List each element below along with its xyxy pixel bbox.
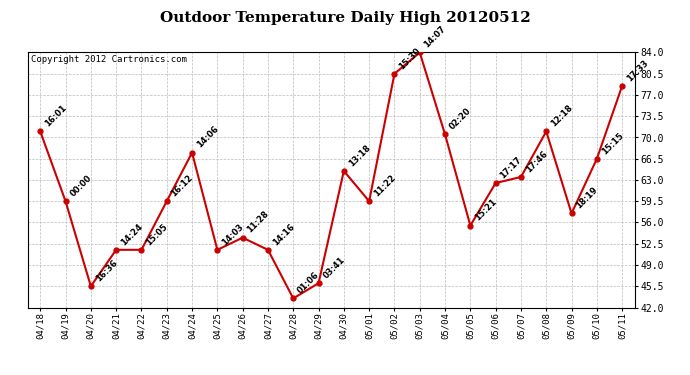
Text: 12:18: 12:18	[549, 104, 574, 129]
Text: 14:16: 14:16	[270, 222, 296, 247]
Text: 16:12: 16:12	[170, 173, 195, 198]
Text: 17:46: 17:46	[524, 149, 549, 174]
Text: 11:22: 11:22	[372, 173, 397, 198]
Text: 15:21: 15:21	[473, 197, 498, 223]
Text: 14:03: 14:03	[220, 222, 246, 247]
Text: 17:17: 17:17	[498, 155, 524, 180]
Text: 17:33: 17:33	[625, 58, 650, 83]
Text: Copyright 2012 Cartronics.com: Copyright 2012 Cartronics.com	[30, 55, 186, 64]
Text: 15:15: 15:15	[600, 130, 625, 156]
Text: 14:24: 14:24	[119, 222, 144, 247]
Text: 00:00: 00:00	[68, 174, 93, 198]
Text: 01:06: 01:06	[296, 270, 322, 296]
Text: 14:07: 14:07	[422, 24, 448, 50]
Text: 16:01: 16:01	[43, 104, 68, 129]
Text: 15:30: 15:30	[397, 46, 422, 71]
Text: Outdoor Temperature Daily High 20120512: Outdoor Temperature Daily High 20120512	[159, 11, 531, 25]
Text: 11:28: 11:28	[246, 210, 270, 235]
Text: 18:19: 18:19	[574, 185, 600, 211]
Text: 13:18: 13:18	[346, 143, 372, 168]
Text: 03:41: 03:41	[322, 255, 346, 280]
Text: 02:20: 02:20	[448, 106, 473, 132]
Text: 15:05: 15:05	[144, 222, 170, 247]
Text: 14:06: 14:06	[195, 124, 220, 150]
Text: 16:36: 16:36	[94, 258, 119, 284]
